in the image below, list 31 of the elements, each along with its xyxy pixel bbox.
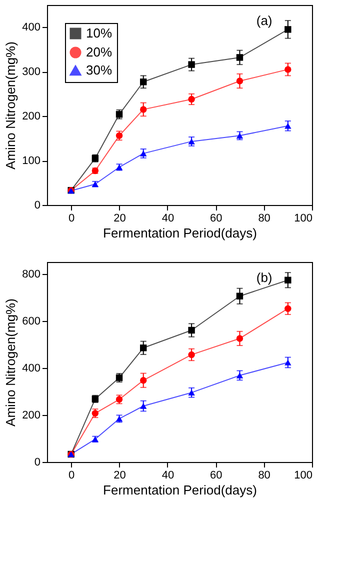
x-tick-label: 60 <box>210 212 222 224</box>
x-tick-label: 40 <box>162 212 174 224</box>
y-tick-label: 400 <box>22 22 40 34</box>
x-tick-label: 100 <box>294 212 312 224</box>
x-tick-label: 0 <box>68 470 75 482</box>
y-tick-label: 200 <box>22 409 40 422</box>
x-tick-label: 20 <box>114 212 126 224</box>
x-tick-label: 100 <box>294 470 312 482</box>
x-tick-label: 0 <box>68 212 75 224</box>
y-tick-label: 0 <box>34 456 40 468</box>
y-tick-label: 0 <box>34 200 40 212</box>
y-tick-label: 400 <box>22 362 40 374</box>
y-tick-label: 600 <box>22 315 40 328</box>
y-tick-label: 200 <box>22 110 40 123</box>
y-tick-label: 100 <box>22 155 40 168</box>
y-tick-label: 800 <box>22 268 40 280</box>
y-axis-title: Amino Nitrogen(mg%) <box>3 42 18 170</box>
legend-label: 10% <box>86 26 112 40</box>
annotation: (b) <box>256 270 272 285</box>
x-axis-title: Fermentation Period(days) <box>103 482 257 498</box>
x-tick-label: 60 <box>210 470 222 482</box>
y-tick-label: 300 <box>22 66 40 78</box>
x-tick-label: 80 <box>258 212 270 224</box>
y-axis-title: Amino Nitrogen(mg%) <box>3 298 18 426</box>
legend-label: 20% <box>86 44 112 60</box>
x-tick-label: 20 <box>114 470 126 482</box>
legend-label: 30% <box>86 62 112 78</box>
x-axis-title: Fermentation Period(days) <box>103 226 257 240</box>
x-tick-label: 80 <box>258 470 270 482</box>
x-tick-label: 40 <box>162 470 174 482</box>
annotation: (a) <box>256 13 272 28</box>
